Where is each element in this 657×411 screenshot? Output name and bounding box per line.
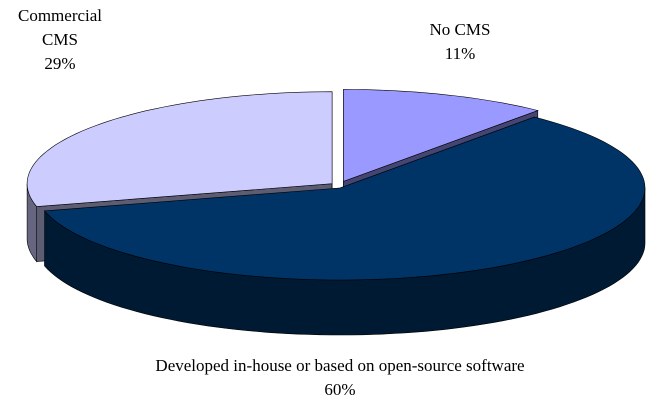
value-label: 60%	[324, 380, 356, 399]
slice-label: Developed in-house or based on open-sour…	[80, 354, 600, 402]
value-label: 11%	[444, 44, 476, 63]
category-label: Commercial CMS	[17, 6, 103, 49]
category-label: Developed in-house or based on open-sour…	[155, 356, 525, 375]
slice-label: No CMS 11%	[400, 18, 520, 66]
slice	[26, 91, 333, 207]
slice	[43, 116, 646, 281]
value-label: 29%	[44, 54, 76, 73]
category-label: No CMS	[429, 20, 491, 39]
slice-label: Commercial CMS 29%	[10, 4, 110, 76]
slice	[343, 89, 539, 182]
